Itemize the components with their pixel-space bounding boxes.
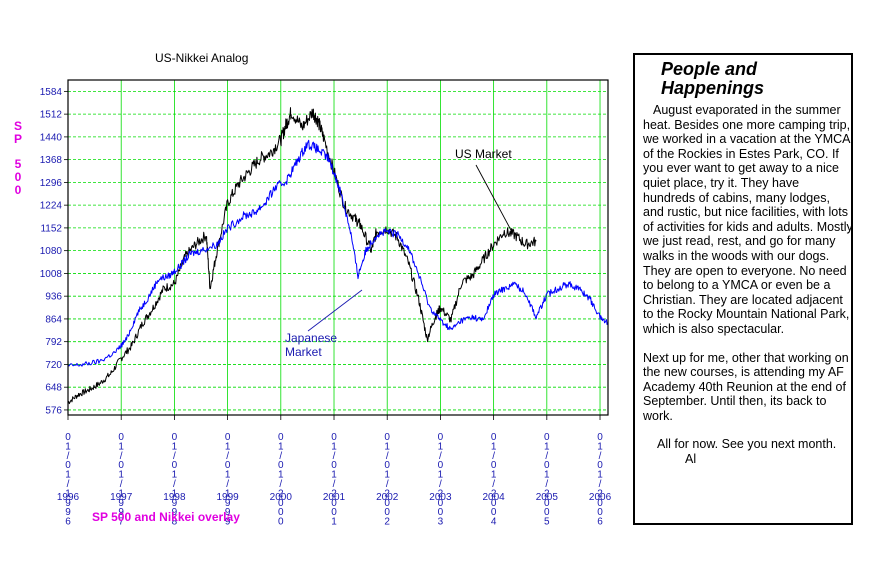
panel-title: People and Happenings (661, 59, 765, 98)
x-year-label: 2000 (270, 492, 293, 503)
chart-subtitle: SP 500 and Nikkei overlay (92, 510, 240, 524)
y-tick-label: 1296 (40, 178, 63, 189)
x-year-label: 2005 (536, 492, 559, 503)
x-tick-label: 0 1/0 1/1 9 9 6 (65, 432, 71, 528)
y-tick-label: 720 (45, 360, 62, 371)
y-tick-label: 1152 (40, 223, 62, 234)
x-year-label: 1997 (110, 492, 133, 503)
x-tick-label: 0 1/0 1/2 0 0 1 (331, 432, 337, 528)
x-year-label: 1999 (216, 492, 239, 503)
series-line-us-market (67, 107, 537, 405)
chart-title: US-Nikkei Analog (155, 51, 248, 65)
x-tick-label: 0 1/0 1/2 0 0 2 (384, 432, 390, 528)
y-axis-label-char: 0 (15, 170, 22, 184)
y-axis-label-char: 0 (15, 183, 22, 197)
series-lines (67, 107, 609, 405)
y-tick-label: 1080 (40, 246, 63, 257)
x-year-label: 2001 (323, 492, 346, 503)
plot-frame (67, 79, 609, 416)
people-and-happenings-panel: People and Happenings August evaporated … (633, 53, 853, 525)
x-year-label: 2002 (376, 492, 399, 503)
panel-paragraph: Next up for me, other that working on th… (643, 350, 849, 423)
series-line-japanese-market (67, 139, 609, 367)
y-tick-label: 576 (45, 405, 62, 416)
y-axis-label-char: P (14, 132, 22, 146)
y-axis-label-char: 5 (15, 157, 22, 171)
y-tick-label: 792 (45, 337, 62, 348)
x-tick-label: 0 1/0 1/2 0 0 5 (544, 432, 550, 528)
x-tick-label: 0 1/0 1/1 9 9 7 (118, 432, 124, 528)
y-tick-label: 1368 (40, 155, 63, 166)
y-tick-label: 1224 (40, 201, 63, 212)
x-year-label: 2004 (482, 492, 505, 503)
panel-paragraph: All for now. See you next month. (657, 437, 837, 452)
y-tick-labels: 576 648 720 792 864 936 1008 1080 1152 1224 1296 13… (40, 87, 68, 416)
annotation-us-pointer (475, 164, 513, 233)
x-tick-label: 0 1/0 1/2 0 0 4 (491, 432, 497, 528)
annotation-japanese-pointer (307, 289, 363, 332)
x-tick-label: 0 1/0 1/2 0 0 6 (597, 432, 603, 528)
panel-paragraph: August evaporated in the summer heat. Be… (643, 103, 853, 336)
y-tick-label: 1008 (40, 269, 63, 280)
annotation-japanese-line2: Market (285, 345, 322, 359)
x-year-label: 2003 (429, 492, 452, 503)
x-tick-label: 0 1/0 1/1 9 9 9 (225, 432, 231, 528)
annotation-japanese-line1: Japanese (285, 331, 337, 345)
y-tick-label: 1584 (40, 87, 63, 98)
x-tick-label: 0 1/0 1/2 0 0 3 (438, 432, 444, 528)
y-axis-label-char: S (14, 119, 22, 133)
y-tick-label: 1440 (40, 132, 63, 143)
y-tick-label: 936 (45, 292, 62, 303)
x-tick-label: 0 1/0 1/1 9 9 8 (172, 432, 178, 528)
x-year-label: 2006 (589, 492, 612, 503)
panel-signature: Al (685, 452, 697, 467)
annotation-us-market: US Market (455, 147, 512, 161)
x-year-label: 1996 (57, 492, 80, 503)
y-tick-label: 1512 (40, 110, 63, 121)
x-tick-label: 0 1/0 1/2 0 0 0 (278, 432, 284, 528)
x-year-label: 1998 (163, 492, 186, 503)
panel-body: August evaporated in the summer heat. Be… (643, 103, 853, 467)
y-tick-label: 864 (45, 314, 62, 325)
y-tick-label: 648 (45, 383, 62, 394)
